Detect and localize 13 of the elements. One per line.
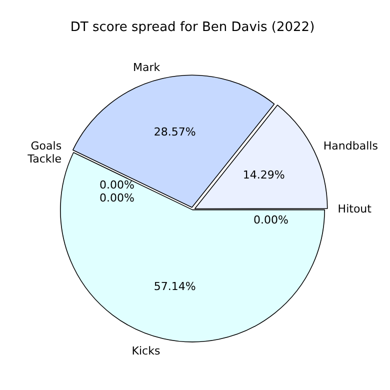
chart-title: DT score spread for Ben Davis (2022) [70,20,315,36]
data-label: 57.14% [154,280,196,293]
category-label: Goals [30,140,62,153]
text: 0.00% [100,178,134,192]
slice-label: Kicks [132,344,160,358]
data-label: 28.57% [154,125,196,138]
slice-label: Mark [133,61,161,74]
text: 0.00% [100,192,134,205]
category-label: Hitout [338,202,372,216]
text: 0.00% [254,214,288,227]
category-label: Tackle [28,152,62,166]
slice-label: Handballs [323,140,378,153]
data-label: 14.29% [242,168,285,182]
